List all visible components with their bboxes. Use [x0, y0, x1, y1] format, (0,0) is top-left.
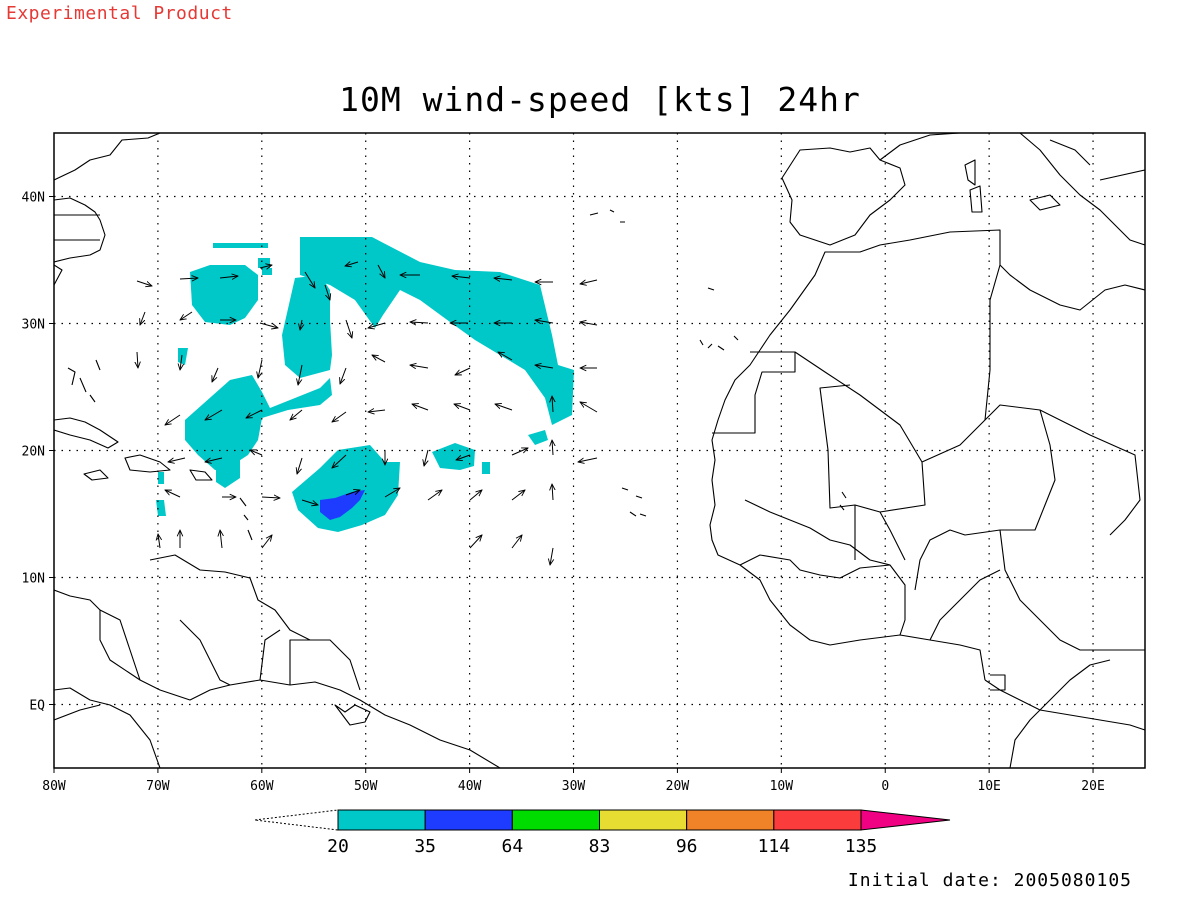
map-title: 10M wind-speed [kts] 24hr: [339, 80, 861, 119]
initial-date: Initial date: 2005080105: [847, 870, 1132, 891]
colorbar-swatch: [511, 809, 600, 831]
colorbar-label: 35: [414, 836, 436, 857]
lon-tick-label: 0: [881, 779, 889, 794]
lon-tick-label: 10W: [770, 779, 794, 794]
lat-tick-label: EQ: [29, 699, 45, 714]
lon-tick-label: 10E: [977, 779, 1000, 794]
lat-tick-label: 20N: [22, 445, 45, 460]
colorbar-label: 20: [327, 836, 349, 857]
lat-tick-label: 30N: [22, 318, 45, 333]
experimental-product-label: Experimental Product: [6, 3, 233, 24]
wind-vectors: [137, 262, 598, 565]
colorbar-label: 64: [501, 836, 523, 857]
lon-tick-label: 70W: [146, 779, 170, 794]
colorbar-swatch: [424, 809, 513, 831]
colorbar-label: 83: [589, 836, 611, 857]
lat-tick-label: 40N: [22, 191, 45, 206]
lat-tick-label: 10N: [22, 572, 45, 587]
latitude-axis: 40N 30N 20N 10N EQ: [22, 191, 54, 714]
colorbar-swatch: [773, 809, 862, 831]
longitude-axis: 80W 70W 60W 50W 40W 30W 20W 10W 0 10E 20E: [42, 768, 1105, 794]
lon-tick-label: 60W: [250, 779, 274, 794]
coastlines: [54, 133, 1145, 768]
lon-tick-label: 20W: [666, 779, 690, 794]
colorbar-swatch: [337, 809, 426, 831]
colorbar: 20 35 64 83 96 114 135: [254, 809, 951, 857]
colorbar-swatch: [686, 809, 775, 831]
colorbar-swatch: [599, 809, 688, 831]
lon-tick-label: 50W: [354, 779, 378, 794]
map-grid: [54, 133, 1145, 768]
lon-tick-label: 20E: [1081, 779, 1104, 794]
colorbar-upper-extension: [860, 809, 951, 831]
lon-tick-label: 40W: [458, 779, 482, 794]
colorbar-lower-extension: [254, 809, 339, 831]
wind-shading-35-64: [320, 490, 365, 520]
wind-shading-20-35: [156, 237, 574, 532]
colorbar-label: 135: [845, 836, 878, 857]
colorbar-label: 96: [676, 836, 698, 857]
lon-tick-label: 30W: [562, 779, 586, 794]
colorbar-label: 114: [758, 836, 791, 857]
lon-tick-label: 80W: [42, 779, 66, 794]
